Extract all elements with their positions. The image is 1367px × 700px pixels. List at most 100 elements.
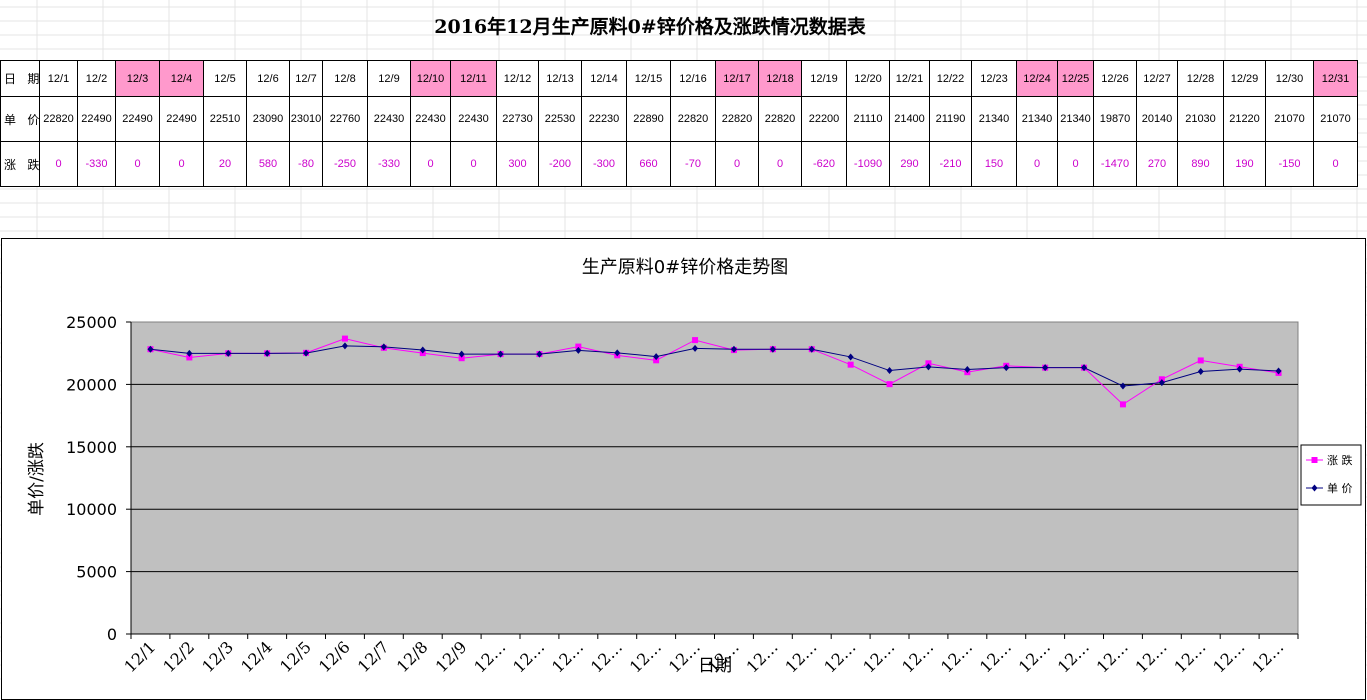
price-cell[interactable]: 21340 xyxy=(1016,96,1058,142)
change-cell[interactable]: -620 xyxy=(801,141,847,187)
date-cell[interactable]: 12/10 xyxy=(410,60,451,97)
date-cell[interactable]: 12/5 xyxy=(203,60,247,97)
change-cell[interactable]: -80 xyxy=(289,141,323,187)
change-cell[interactable]: -210 xyxy=(929,141,972,187)
date-cell[interactable]: 12/28 xyxy=(1177,60,1224,97)
date-cell[interactable]: 12/8 xyxy=(322,60,368,97)
change-cell[interactable]: 580 xyxy=(246,141,290,187)
date-cell[interactable]: 12/6 xyxy=(246,60,290,97)
data-point[interactable] xyxy=(847,353,854,361)
change-cell[interactable]: -330 xyxy=(77,141,116,187)
date-cell[interactable]: 12/26 xyxy=(1093,60,1137,97)
change-cell[interactable]: 190 xyxy=(1223,141,1266,187)
data-point[interactable] xyxy=(303,349,310,357)
data-point[interactable] xyxy=(186,354,193,361)
price-cell[interactable]: 21400 xyxy=(889,96,930,142)
date-cell[interactable]: 12/19 xyxy=(801,60,847,97)
data-point[interactable] xyxy=(341,342,348,350)
data-point[interactable] xyxy=(264,349,271,357)
data-point[interactable] xyxy=(769,345,776,353)
data-point[interactable] xyxy=(341,335,348,342)
change-cell[interactable]: 0 xyxy=(410,141,451,187)
change-cell[interactable]: 0 xyxy=(39,141,78,187)
date-cell[interactable]: 12/22 xyxy=(929,60,972,97)
price-cell[interactable]: 21220 xyxy=(1223,96,1266,142)
change-cell[interactable]: -1470 xyxy=(1093,141,1137,187)
data-point[interactable] xyxy=(1119,401,1126,408)
data-point[interactable] xyxy=(1081,364,1088,372)
date-cell[interactable]: 12/9 xyxy=(367,60,411,97)
date-cell[interactable]: 12/12 xyxy=(496,60,539,97)
price-cell[interactable]: 22430 xyxy=(410,96,451,142)
data-point[interactable] xyxy=(1003,364,1010,372)
change-cell[interactable]: -1090 xyxy=(846,141,890,187)
data-point[interactable] xyxy=(925,363,932,371)
data-point[interactable] xyxy=(186,349,193,357)
price-cell[interactable]: 22760 xyxy=(322,96,368,142)
price-cell[interactable]: 22820 xyxy=(715,96,759,142)
data-point[interactable] xyxy=(1119,382,1126,390)
price-cell[interactable]: 19870 xyxy=(1093,96,1137,142)
price-cell[interactable]: 21340 xyxy=(1057,96,1094,142)
data-point[interactable] xyxy=(575,346,582,354)
data-point[interactable] xyxy=(1197,357,1204,364)
change-cell[interactable]: 290 xyxy=(889,141,930,187)
data-point[interactable] xyxy=(458,350,465,358)
change-cell[interactable]: 0 xyxy=(1057,141,1094,187)
date-cell[interactable]: 12/24 xyxy=(1016,60,1058,97)
price-cell[interactable]: 22890 xyxy=(626,96,671,142)
date-cell[interactable]: 12/23 xyxy=(971,60,1017,97)
change-cell[interactable]: 0 xyxy=(159,141,204,187)
date-cell[interactable]: 12/29 xyxy=(1223,60,1266,97)
data-point[interactable] xyxy=(692,337,699,344)
price-cell[interactable]: 21070 xyxy=(1313,96,1358,142)
data-point[interactable] xyxy=(1042,364,1049,372)
price-cell[interactable]: 22490 xyxy=(159,96,204,142)
price-cell[interactable]: 23010 xyxy=(289,96,323,142)
change-cell[interactable]: 660 xyxy=(626,141,671,187)
date-cell[interactable]: 12/21 xyxy=(889,60,930,97)
date-cell[interactable]: 12/18 xyxy=(758,60,802,97)
price-cell[interactable]: 22200 xyxy=(801,96,847,142)
date-cell[interactable]: 12/2 xyxy=(77,60,116,97)
data-point[interactable] xyxy=(808,345,815,353)
data-point[interactable] xyxy=(497,350,504,358)
date-cell[interactable]: 12/7 xyxy=(289,60,323,97)
price-cell[interactable]: 22820 xyxy=(670,96,716,142)
data-point[interactable] xyxy=(653,353,660,361)
price-cell[interactable]: 21070 xyxy=(1265,96,1314,142)
price-trend-chart[interactable]: 生产原料0#锌价格走势图 单价/涨跌 日期 0 5000 10000 15000 200… xyxy=(1,238,1366,700)
price-cell[interactable]: 22230 xyxy=(581,96,627,142)
change-cell[interactable]: -150 xyxy=(1265,141,1314,187)
price-cell[interactable]: 22490 xyxy=(115,96,160,142)
data-point[interactable] xyxy=(886,367,893,375)
date-cell[interactable]: 12/4 xyxy=(159,60,204,97)
data-point[interactable] xyxy=(147,345,154,353)
price-cell[interactable]: 22530 xyxy=(538,96,582,142)
change-cell[interactable]: -330 xyxy=(367,141,411,187)
date-cell[interactable]: 12/20 xyxy=(846,60,890,97)
date-cell[interactable]: 12/14 xyxy=(581,60,627,97)
price-cell[interactable]: 20140 xyxy=(1136,96,1178,142)
price-cell[interactable]: 22430 xyxy=(450,96,497,142)
price-cell[interactable]: 21190 xyxy=(929,96,972,142)
date-cell[interactable]: 12/30 xyxy=(1265,60,1314,97)
change-cell[interactable]: 890 xyxy=(1177,141,1224,187)
price-cell[interactable]: 22490 xyxy=(77,96,116,142)
date-cell[interactable]: 12/15 xyxy=(626,60,671,97)
change-cell[interactable]: 20 xyxy=(203,141,247,187)
change-cell[interactable]: 0 xyxy=(1016,141,1058,187)
change-cell[interactable]: 0 xyxy=(715,141,759,187)
change-cell[interactable]: 150 xyxy=(971,141,1017,187)
price-cell[interactable]: 21030 xyxy=(1177,96,1224,142)
change-cell[interactable]: -250 xyxy=(322,141,368,187)
date-cell[interactable]: 12/17 xyxy=(715,60,759,97)
change-cell[interactable]: -300 xyxy=(581,141,627,187)
data-point[interactable] xyxy=(1158,379,1165,387)
date-cell[interactable]: 12/25 xyxy=(1057,60,1094,97)
price-cell[interactable]: 21110 xyxy=(846,96,890,142)
data-point[interactable] xyxy=(419,346,426,354)
data-point[interactable] xyxy=(536,350,543,358)
price-cell[interactable]: 23090 xyxy=(246,96,290,142)
date-cell[interactable]: 12/16 xyxy=(670,60,716,97)
